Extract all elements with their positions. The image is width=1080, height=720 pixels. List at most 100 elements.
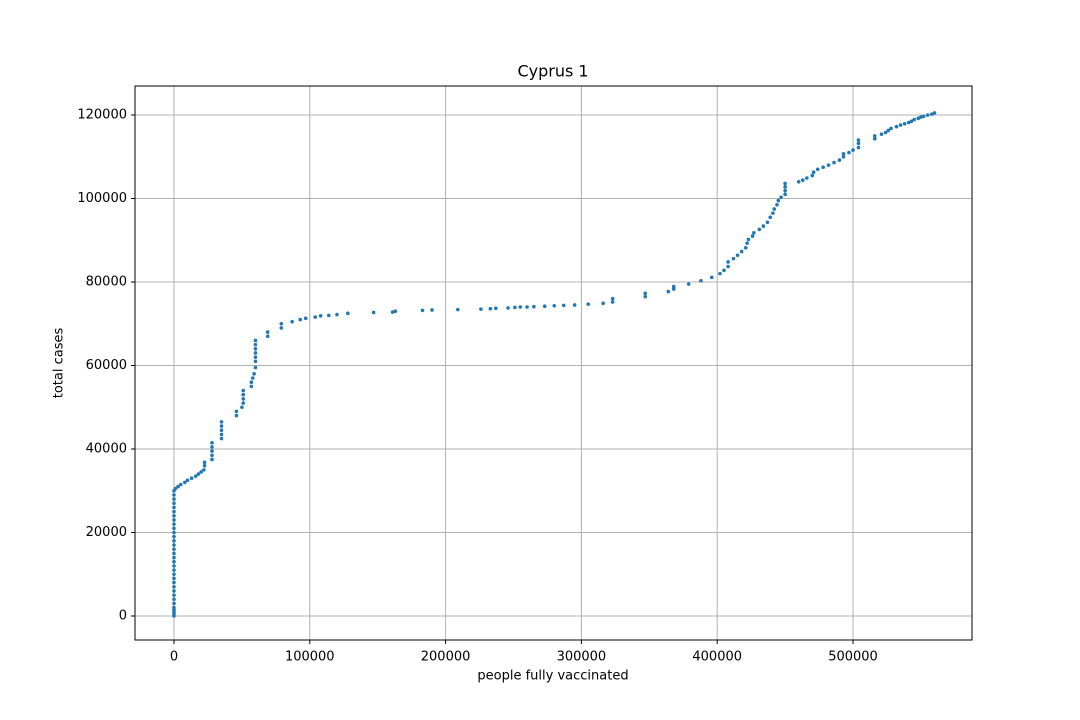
point [532, 304, 536, 309]
point [172, 559, 176, 564]
point [746, 237, 751, 242]
point [172, 505, 176, 510]
point [249, 384, 254, 389]
point [810, 173, 815, 178]
point [805, 176, 809, 180]
point [172, 497, 176, 501]
point [925, 113, 930, 117]
point [856, 141, 861, 146]
point [172, 551, 176, 556]
point [488, 306, 493, 311]
point [172, 513, 176, 518]
x-tick-label: 0 [170, 650, 178, 665]
point [776, 198, 781, 203]
point [796, 180, 801, 184]
point [932, 111, 937, 115]
point [290, 319, 294, 324]
point [172, 593, 176, 597]
point [456, 307, 460, 312]
point [265, 330, 270, 334]
point [176, 484, 180, 489]
grid: 0 100000 200000 300000 400000 500000 0 20000 400… [77, 86, 972, 665]
point [390, 310, 395, 314]
point [172, 493, 176, 497]
point [303, 316, 308, 321]
y-tick-label: 20000 [86, 525, 127, 540]
point [479, 307, 483, 311]
point [494, 306, 498, 311]
point [671, 287, 676, 291]
point [783, 185, 787, 189]
point [172, 526, 176, 531]
point [219, 436, 224, 441]
point [172, 601, 176, 606]
point [173, 486, 178, 491]
point [219, 432, 224, 437]
point [346, 311, 350, 316]
point [919, 115, 923, 119]
point [811, 170, 816, 175]
point [542, 304, 547, 309]
point [851, 148, 855, 152]
point [371, 310, 376, 315]
point [250, 376, 255, 380]
point [726, 264, 730, 269]
point [241, 397, 246, 401]
point [172, 589, 176, 593]
point [765, 220, 770, 225]
x-axis-label: people fully vaccinated [477, 669, 628, 684]
point [856, 145, 861, 150]
point [916, 116, 921, 121]
point [894, 124, 899, 129]
point [898, 123, 903, 127]
point [872, 134, 877, 138]
point [847, 150, 851, 155]
x-tick-label: 200000 [421, 650, 471, 665]
point [752, 230, 756, 235]
point [219, 424, 224, 428]
y-tick-label: 0 [119, 608, 127, 623]
point [279, 326, 284, 330]
point [775, 202, 779, 207]
point [172, 555, 176, 560]
point [189, 476, 194, 481]
point [735, 253, 740, 258]
point [821, 165, 825, 170]
point [750, 234, 755, 238]
point [178, 482, 183, 487]
y-tick-label: 100000 [77, 191, 127, 206]
point [240, 405, 244, 410]
y-tick-label: 60000 [86, 358, 127, 373]
point [420, 308, 425, 313]
point [265, 334, 270, 339]
point [172, 605, 176, 610]
point [832, 160, 836, 165]
point [768, 215, 772, 220]
point [202, 460, 207, 465]
point [172, 572, 176, 577]
point [513, 305, 517, 310]
point [172, 530, 176, 535]
point [313, 315, 318, 319]
point [783, 192, 787, 197]
y-tick-label: 80000 [86, 275, 127, 290]
point [699, 278, 703, 283]
point [561, 303, 566, 308]
point [643, 291, 648, 296]
point [601, 301, 605, 306]
point [253, 365, 258, 370]
x-tick-label: 100000 [285, 650, 335, 665]
point [772, 207, 777, 211]
point [202, 463, 207, 468]
point [430, 308, 434, 312]
point [800, 178, 805, 182]
point [883, 130, 888, 135]
point [666, 289, 671, 294]
point [241, 388, 246, 393]
point [718, 271, 722, 276]
point [709, 275, 714, 280]
point [185, 478, 190, 483]
point [586, 302, 590, 306]
